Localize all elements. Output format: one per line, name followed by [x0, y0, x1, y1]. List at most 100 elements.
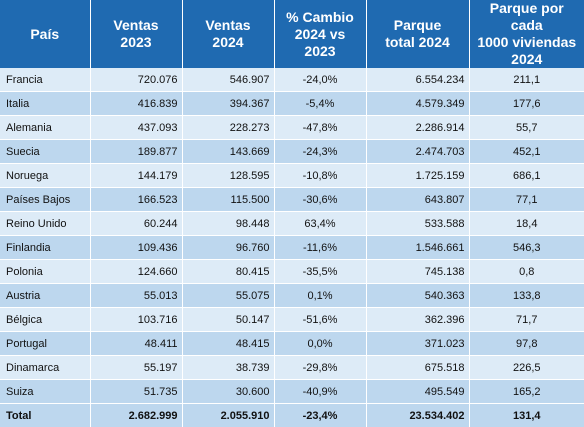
cell-cambio: -30,6% [274, 188, 366, 212]
total-cambio: -23,4% [274, 404, 366, 427]
cell-por-mil: 0,8 [469, 260, 584, 284]
cell-por-mil: 18,4 [469, 212, 584, 236]
cell-cambio: 63,4% [274, 212, 366, 236]
header-ventas-2024: Ventas 2024 [182, 0, 274, 68]
header-parque-total: Parque total 2024 [366, 0, 469, 68]
cell-parque: 4.579.349 [366, 92, 469, 116]
cell-por-mil: 55,7 [469, 116, 584, 140]
cell-ventas-2023: 60.244 [90, 212, 182, 236]
cell-ventas-2024: 50.147 [182, 308, 274, 332]
cell-ventas-2024: 38.739 [182, 356, 274, 380]
cell-parque: 2.474.703 [366, 140, 469, 164]
cell-parque: 2.286.914 [366, 116, 469, 140]
header-parque-por-mil: Parque por cada 1000 viviendas 2024 [469, 0, 584, 68]
cell-pais: Polonia [0, 260, 90, 284]
total-row: Total 2.682.999 2.055.910 -23,4% 23.534.… [0, 404, 584, 427]
cell-parque: 675.518 [366, 356, 469, 380]
cell-ventas-2024: 80.415 [182, 260, 274, 284]
cell-parque: 1.546.661 [366, 236, 469, 260]
cell-ventas-2024: 48.415 [182, 332, 274, 356]
cell-pais: Francia [0, 68, 90, 92]
cell-ventas-2023: 103.716 [90, 308, 182, 332]
cell-por-mil: 686,1 [469, 164, 584, 188]
cell-ventas-2024: 115.500 [182, 188, 274, 212]
total-por-mil: 131,4 [469, 404, 584, 427]
total-ventas-2023: 2.682.999 [90, 404, 182, 427]
cell-ventas-2023: 437.093 [90, 116, 182, 140]
cell-cambio: -24,3% [274, 140, 366, 164]
cell-ventas-2023: 124.660 [90, 260, 182, 284]
cell-ventas-2023: 55.197 [90, 356, 182, 380]
cell-cambio: 0,0% [274, 332, 366, 356]
header-ventas-2023: Ventas 2023 [90, 0, 182, 68]
cell-por-mil: 71,7 [469, 308, 584, 332]
cell-ventas-2024: 98.448 [182, 212, 274, 236]
cell-ventas-2023: 416.839 [90, 92, 182, 116]
cell-ventas-2024: 96.760 [182, 236, 274, 260]
cell-por-mil: 226,5 [469, 356, 584, 380]
cell-por-mil: 77,1 [469, 188, 584, 212]
cell-ventas-2023: 109.436 [90, 236, 182, 260]
cell-ventas-2024: 228.273 [182, 116, 274, 140]
cell-pais: Suecia [0, 140, 90, 164]
cell-pais: Reino Unido [0, 212, 90, 236]
cell-ventas-2024: 30.600 [182, 380, 274, 404]
cell-cambio: -35,5% [274, 260, 366, 284]
cell-ventas-2023: 166.523 [90, 188, 182, 212]
cell-pais: Bélgica [0, 308, 90, 332]
total-ventas-2024: 2.055.910 [182, 404, 274, 427]
cell-por-mil: 546,3 [469, 236, 584, 260]
cell-parque: 495.549 [366, 380, 469, 404]
cell-por-mil: 452,1 [469, 140, 584, 164]
cell-cambio: -51,6% [274, 308, 366, 332]
cell-por-mil: 97,8 [469, 332, 584, 356]
cell-parque: 1.725.159 [366, 164, 469, 188]
cell-cambio: -10,8% [274, 164, 366, 188]
cell-pais: Dinamarca [0, 356, 90, 380]
cell-por-mil: 211,1 [469, 68, 584, 92]
cell-pais: Alemania [0, 116, 90, 140]
cell-parque: 745.138 [366, 260, 469, 284]
header-cambio: % Cambio 2024 vs 2023 [274, 0, 366, 68]
cell-por-mil: 177,6 [469, 92, 584, 116]
total-parque: 23.534.402 [366, 404, 469, 427]
cell-ventas-2023: 189.877 [90, 140, 182, 164]
cell-parque: 643.807 [366, 188, 469, 212]
cell-ventas-2023: 48.411 [90, 332, 182, 356]
cell-parque: 6.554.234 [366, 68, 469, 92]
table-footer: Total 2.682.999 2.055.910 -23,4% 23.534.… [0, 404, 584, 427]
cell-parque: 362.396 [366, 308, 469, 332]
cell-ventas-2023: 55.013 [90, 284, 182, 308]
cell-cambio: -29,8% [274, 356, 366, 380]
cell-ventas-2024: 394.367 [182, 92, 274, 116]
total-label: Total [0, 404, 90, 427]
cell-pais: Suiza [0, 380, 90, 404]
cell-ventas-2024: 55.075 [182, 284, 274, 308]
cell-pais: Finlandia [0, 236, 90, 260]
cell-ventas-2024: 128.595 [182, 164, 274, 188]
cell-parque: 371.023 [366, 332, 469, 356]
cell-parque: 533.588 [366, 212, 469, 236]
cell-por-mil: 165,2 [469, 380, 584, 404]
cell-por-mil: 133,8 [469, 284, 584, 308]
cell-ventas-2023: 144.179 [90, 164, 182, 188]
cell-parque: 540.363 [366, 284, 469, 308]
cell-cambio: -40,9% [274, 380, 366, 404]
cell-ventas-2023: 720.076 [90, 68, 182, 92]
table-header: País Ventas 2023 Ventas 2024 % Cambio 20… [0, 0, 584, 68]
cell-pais: Austria [0, 284, 90, 308]
cell-pais: Italia [0, 92, 90, 116]
cell-cambio: -24,0% [274, 68, 366, 92]
header-row: País Ventas 2023 Ventas 2024 % Cambio 20… [0, 0, 584, 68]
